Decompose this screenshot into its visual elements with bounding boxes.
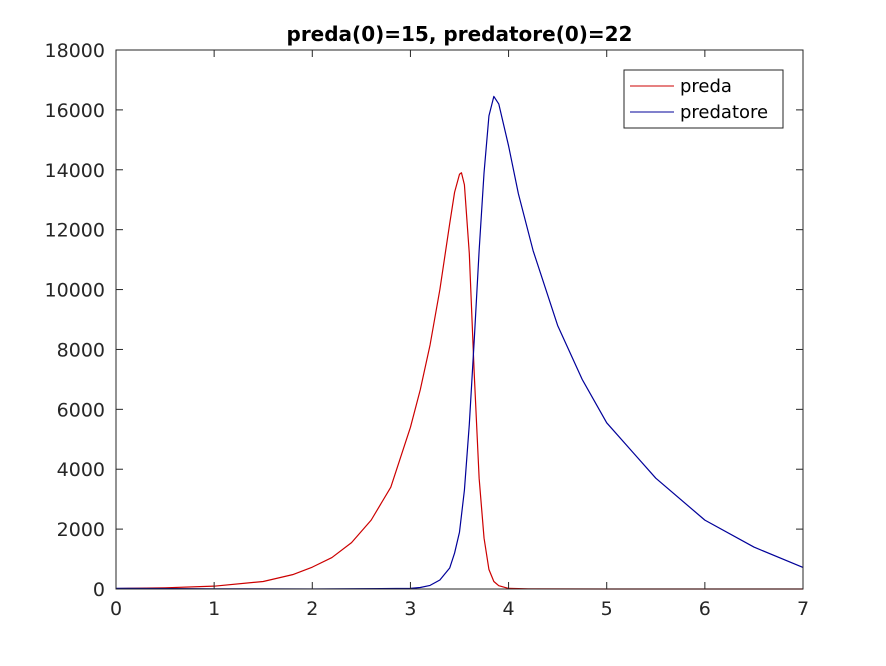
ticks-layer: 0 1 2 3 4 5 6 7 0 2000 4000 6000 8000 10000 12000 14000… bbox=[45, 40, 810, 620]
legend-label-preda: preda bbox=[680, 76, 732, 97]
x-tick-label: 0 bbox=[110, 598, 122, 620]
x-tick-label: 3 bbox=[404, 598, 416, 620]
plot-area bbox=[116, 50, 803, 589]
y-tick-label: 12000 bbox=[45, 220, 105, 242]
series-line-preda bbox=[115, 172, 803, 590]
legend-box bbox=[623, 69, 784, 129]
y-tick-label: 18000 bbox=[45, 40, 105, 62]
x-tick-label: 7 bbox=[797, 598, 809, 620]
x-tick-label: 6 bbox=[699, 598, 711, 620]
x-tick-label: 2 bbox=[306, 598, 318, 620]
legend-label-predatore: predatore bbox=[680, 102, 768, 123]
y-tick-label: 0 bbox=[93, 579, 105, 601]
series-layer bbox=[115, 95, 804, 590]
x-tick-label: 4 bbox=[503, 598, 515, 620]
y-tick-label: 10000 bbox=[45, 280, 105, 302]
y-tick-label: 16000 bbox=[45, 100, 105, 122]
y-tick-label: 8000 bbox=[57, 339, 105, 361]
x-tick-label: 5 bbox=[601, 598, 613, 620]
legend: preda predatore bbox=[623, 69, 784, 129]
series-line-predatore bbox=[115, 95, 804, 590]
y-tick-label: 2000 bbox=[57, 519, 105, 541]
chart-title: preda(0)=15, predatore(0)=22 bbox=[287, 22, 633, 46]
axes-frame bbox=[115, 49, 804, 590]
x-tick-label: 1 bbox=[208, 598, 220, 620]
y-tick-label: 6000 bbox=[57, 399, 105, 421]
y-tick-label: 14000 bbox=[45, 160, 105, 182]
y-tick-label: 4000 bbox=[57, 459, 105, 481]
